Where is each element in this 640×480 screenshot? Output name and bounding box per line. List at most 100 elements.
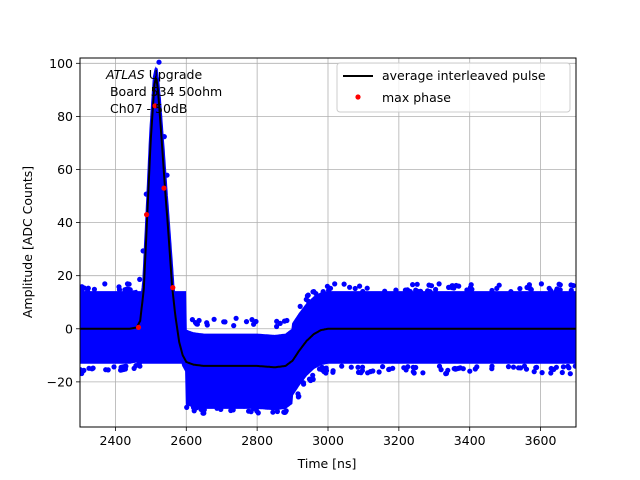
sample-point [382,288,388,294]
sample-point [81,367,87,373]
legend-label-max-phase: max phase [382,90,451,105]
average-pulse-line-group [80,75,576,369]
sample-point [474,364,480,370]
sample-point [90,365,96,371]
sample-point [277,320,283,326]
sample-point [86,365,92,371]
sample-point [531,369,537,375]
sample-point [347,284,353,290]
sample-point [572,363,576,369]
sample-point [127,287,133,293]
sample-point [518,365,524,371]
sample-point [204,322,210,328]
sample-point [91,286,97,292]
sample-point [102,281,108,287]
sample-point [327,285,334,291]
sample-point [560,364,567,370]
sample-point [411,370,417,376]
sample-point [270,409,276,415]
legend-point-swatch [355,94,361,100]
sample-point [319,364,325,370]
max-phase-point [135,324,142,330]
sample-point [297,303,303,309]
sample-point [359,364,366,370]
sample-point [184,404,190,410]
sample-point [364,285,370,291]
sample-point [496,282,502,288]
sample-point [123,363,129,369]
sample-point [358,370,364,376]
sample-point [386,366,392,373]
x-tick-label: 3200 [383,433,415,448]
sample-point [116,287,123,293]
max-phase-point [161,185,167,191]
annotation-upgrade: Upgrade [145,67,203,82]
sample-point [284,317,290,324]
sample-point [393,287,399,293]
y-axis-title: Amplitude [ADC Counts] [20,166,35,318]
sample-point [436,363,443,369]
sample-point [274,408,280,415]
sample-point [376,369,382,375]
max-phase-point [170,285,176,291]
annotation-line-2: Board 534 50ohm [106,84,222,99]
sample-point [524,284,530,291]
sample-point [413,364,419,371]
x-tick-label: 2400 [100,433,132,448]
sample-point [457,365,463,371]
average-pulse-line [80,75,576,369]
sample-point [370,368,376,374]
sample-point [85,288,91,294]
sample-point [201,406,207,413]
sample-point [189,317,195,323]
sample-point [413,287,419,293]
sample-point [410,282,416,288]
sample-point [450,283,456,289]
sample-point [136,360,143,366]
sample-point [141,312,148,318]
sample-point [467,368,473,374]
sample-point [570,283,576,289]
sample-point [433,286,439,293]
sample-point [445,367,451,373]
sample-point [341,281,347,287]
sample-point [456,283,462,289]
y-tick-label: 60 [57,162,73,177]
sample-point [161,134,167,140]
sample-point [548,287,554,294]
sample-point [360,288,366,295]
sample-point [323,368,330,374]
sample-point [352,285,358,292]
legend-box [336,62,571,113]
sample-point [517,286,523,292]
sample-point [188,401,194,407]
legend: average interleaved pulse max phase [336,62,571,113]
sample-point [330,369,336,375]
y-axis-ticks: −20 0 20 40 60 80 100 [47,56,80,389]
max-phase-point [152,103,158,109]
sample-point [468,282,474,288]
sample-point [556,281,562,287]
x-axis-title: Time [ns] [297,456,357,471]
sample-point [301,381,307,387]
sample-point [380,364,386,370]
sample-point [251,321,257,327]
atlas-annotation: ATLAS Upgrade Board 534 50ohm Ch07 - 50d… [105,67,222,116]
sample-point [230,407,236,413]
sample-point [243,319,250,325]
sample-point [233,315,239,321]
sample-point [80,288,85,294]
sample-point [407,288,413,295]
sample-point [568,287,574,293]
sample-point [557,287,563,293]
x-tick-label: 3000 [312,433,344,448]
sample-point [565,363,571,369]
sample-point [332,281,338,287]
sample-point [160,198,166,204]
sample-point [218,406,224,412]
sample-point [162,231,168,237]
max-phase-points [135,103,176,330]
sample-point [348,364,354,370]
x-tick-label: 3400 [454,433,486,448]
sample-point [295,394,301,400]
